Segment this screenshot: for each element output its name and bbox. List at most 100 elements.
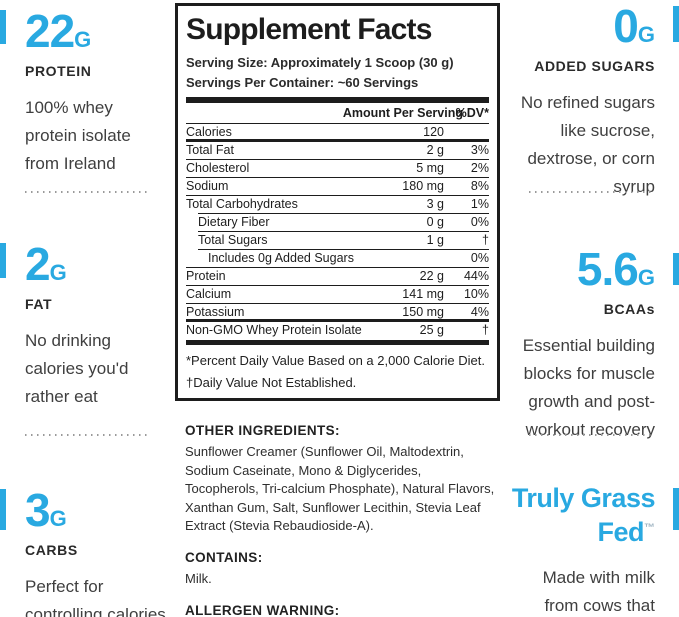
- bcaas-label: BCAAs: [603, 301, 655, 317]
- bcaas-amount: 5.6G: [489, 246, 655, 292]
- grass-fed-callout: Truly Grass Fed™ Made with milk from cow…: [489, 483, 656, 617]
- table-row-total-fat: Total Fat 2 g 3%: [186, 142, 489, 160]
- protein-amount: 22G: [25, 8, 175, 54]
- row-dv: 4%: [470, 305, 489, 319]
- left-edge-accent-3: [0, 489, 6, 530]
- row-amount: 3 g: [426, 197, 444, 211]
- row-dv: 1%: [470, 197, 489, 211]
- supplement-facts-column: Supplement Facts Serving Size: Approxima…: [175, 3, 500, 617]
- footnotes: *Percent Daily Value Based on a 2,000 Ca…: [186, 351, 489, 393]
- protein-value: 22: [25, 5, 75, 57]
- bcaas-callout: 5.6G BCAAs Essential building blocks for…: [489, 246, 655, 444]
- right-edge-accent-2: [673, 253, 679, 285]
- fat-callout: 2G FAT No drinking calories you'd rather…: [25, 241, 175, 411]
- contains-heading: CONTAINS:: [185, 549, 263, 565]
- contains-section: CONTAINS: Milk.: [175, 550, 500, 589]
- protein-unit: G: [74, 27, 92, 52]
- table-header-row: Amount Per Serving %DV*: [186, 103, 489, 124]
- row-dv: 8%: [470, 179, 489, 193]
- trademark-symbol: ™: [644, 522, 655, 534]
- row-name: Cholesterol: [186, 161, 250, 175]
- row-name: Dietary Fiber: [198, 215, 270, 229]
- contains-body: Milk.: [185, 570, 212, 586]
- table-row-added-sugars: Includes 0g Added Sugars 0%: [186, 250, 489, 268]
- row-dv: 44%: [463, 269, 489, 283]
- fat-unit: G: [49, 260, 67, 285]
- left-dotted-separator-2: [25, 434, 151, 436]
- row-name: Calcium: [186, 287, 232, 301]
- allergen-warning-heading: ALLERGEN WARNING:: [185, 603, 340, 617]
- table-row-calories: Calories 120: [186, 124, 489, 142]
- divider-thick-top: [186, 97, 489, 103]
- footnote-daily-value: *Percent Daily Value Based on a 2,000 Ca…: [186, 353, 485, 368]
- row-amount: 2 g: [426, 143, 444, 157]
- added-sugars-description: No refined sugars like sucrose, dextrose…: [520, 93, 655, 196]
- added-sugars-callout: 0G ADDED SUGARS No refined sugars like s…: [489, 3, 655, 201]
- row-dv: 0%: [470, 251, 489, 265]
- row-name: Total Sugars: [198, 233, 268, 247]
- table-row-non-gmo-whey: Non-GMO Whey Protein Isolate 25 g †: [186, 322, 489, 340]
- table-row-cholesterol: Cholesterol 5 mg 2%: [186, 160, 489, 178]
- carbs-value: 3: [25, 484, 51, 536]
- bcaas-description: Essential building blocks for muscle gro…: [522, 336, 655, 439]
- row-name: Non-GMO Whey Protein Isolate: [186, 323, 362, 337]
- fat-amount: 2G: [25, 241, 175, 287]
- left-edge-accent-1: [0, 10, 6, 44]
- divider-thick-bottom: [186, 340, 489, 345]
- row-name: Includes 0g Added Sugars: [208, 251, 354, 265]
- row-dv: 3%: [470, 143, 489, 157]
- other-ingredients-body: Sunflower Creamer (Sunflower Oil, Maltod…: [185, 444, 495, 533]
- row-dv: 10%: [463, 287, 489, 301]
- right-edge-accent-1: [673, 6, 679, 42]
- fat-description: No drinking calories you'd rather eat: [25, 331, 129, 406]
- added-sugars-unit: G: [637, 22, 655, 47]
- row-dv: †: [482, 323, 489, 337]
- carbs-callout: 3G CARBS Perfect for controlling calorie…: [25, 487, 175, 617]
- grass-fed-heading-text: Truly Grass Fed: [511, 483, 656, 547]
- footnote-not-established: †Daily Value Not Established.: [186, 375, 357, 390]
- row-amount: 22 g: [419, 269, 444, 283]
- row-dv: 0%: [470, 215, 489, 229]
- row-amount: 180 mg: [402, 179, 444, 193]
- allergen-warning-section: ALLERGEN WARNING: This product was produ…: [175, 603, 500, 617]
- fat-value: 2: [25, 238, 51, 290]
- row-amount: 120: [423, 125, 444, 139]
- carbs-label: CARBS: [25, 542, 78, 558]
- protein-callout: 22G PROTEIN 100% whey protein isolate fr…: [25, 8, 175, 178]
- right-edge-accent-3: [673, 488, 679, 530]
- left-edge-accent-2: [0, 243, 6, 278]
- row-name: Protein: [186, 269, 226, 283]
- column-header-dv: %DV*: [455, 106, 489, 120]
- carbs-amount: 3G: [25, 487, 175, 533]
- panel-title: Supplement Facts: [186, 13, 432, 46]
- added-sugars-label: ADDED SUGARS: [534, 58, 655, 74]
- table-row-sodium: Sodium 180 mg 8%: [186, 178, 489, 196]
- carbs-unit: G: [49, 506, 67, 531]
- row-amount: 150 mg: [402, 305, 444, 319]
- table-row-total-sugars: Total Sugars 1 g †: [186, 232, 489, 250]
- left-dotted-separator-1: [25, 191, 151, 193]
- row-amount: 0 g: [426, 215, 444, 229]
- right-dotted-separator-1: [529, 191, 655, 193]
- row-name: Potassium: [186, 305, 245, 319]
- row-amount: 141 mg: [402, 287, 444, 301]
- serving-size: Serving Size: Approximately 1 Scoop (30 …: [186, 55, 454, 70]
- row-name: Total Carbohydrates: [186, 197, 298, 211]
- row-amount: 1 g: [426, 233, 444, 247]
- supplement-facts-panel: Supplement Facts Serving Size: Approxima…: [175, 3, 500, 401]
- other-ingredients-heading: OTHER INGREDIENTS:: [185, 423, 340, 438]
- protein-description: 100% whey protein isolate from Ireland: [25, 98, 131, 173]
- table-row-total-carbohydrates: Total Carbohydrates 3 g 1%: [186, 196, 489, 214]
- row-name: Calories: [186, 125, 232, 139]
- column-header-amount: Amount Per Serving: [342, 106, 463, 120]
- row-dv: †: [482, 233, 489, 247]
- fat-label: FAT: [25, 296, 53, 312]
- row-name: Sodium: [186, 179, 229, 193]
- bcaas-value: 5.6: [576, 243, 639, 295]
- other-ingredients-section: OTHER INGREDIENTS: Sunflower Creamer (Su…: [175, 423, 500, 536]
- table-row-calcium: Calcium 141 mg 10%: [186, 286, 489, 304]
- grass-fed-description: Made with milk from cows that spend at l…: [542, 568, 655, 615]
- row-dv: 2%: [470, 161, 489, 175]
- bcaas-unit: G: [637, 265, 655, 290]
